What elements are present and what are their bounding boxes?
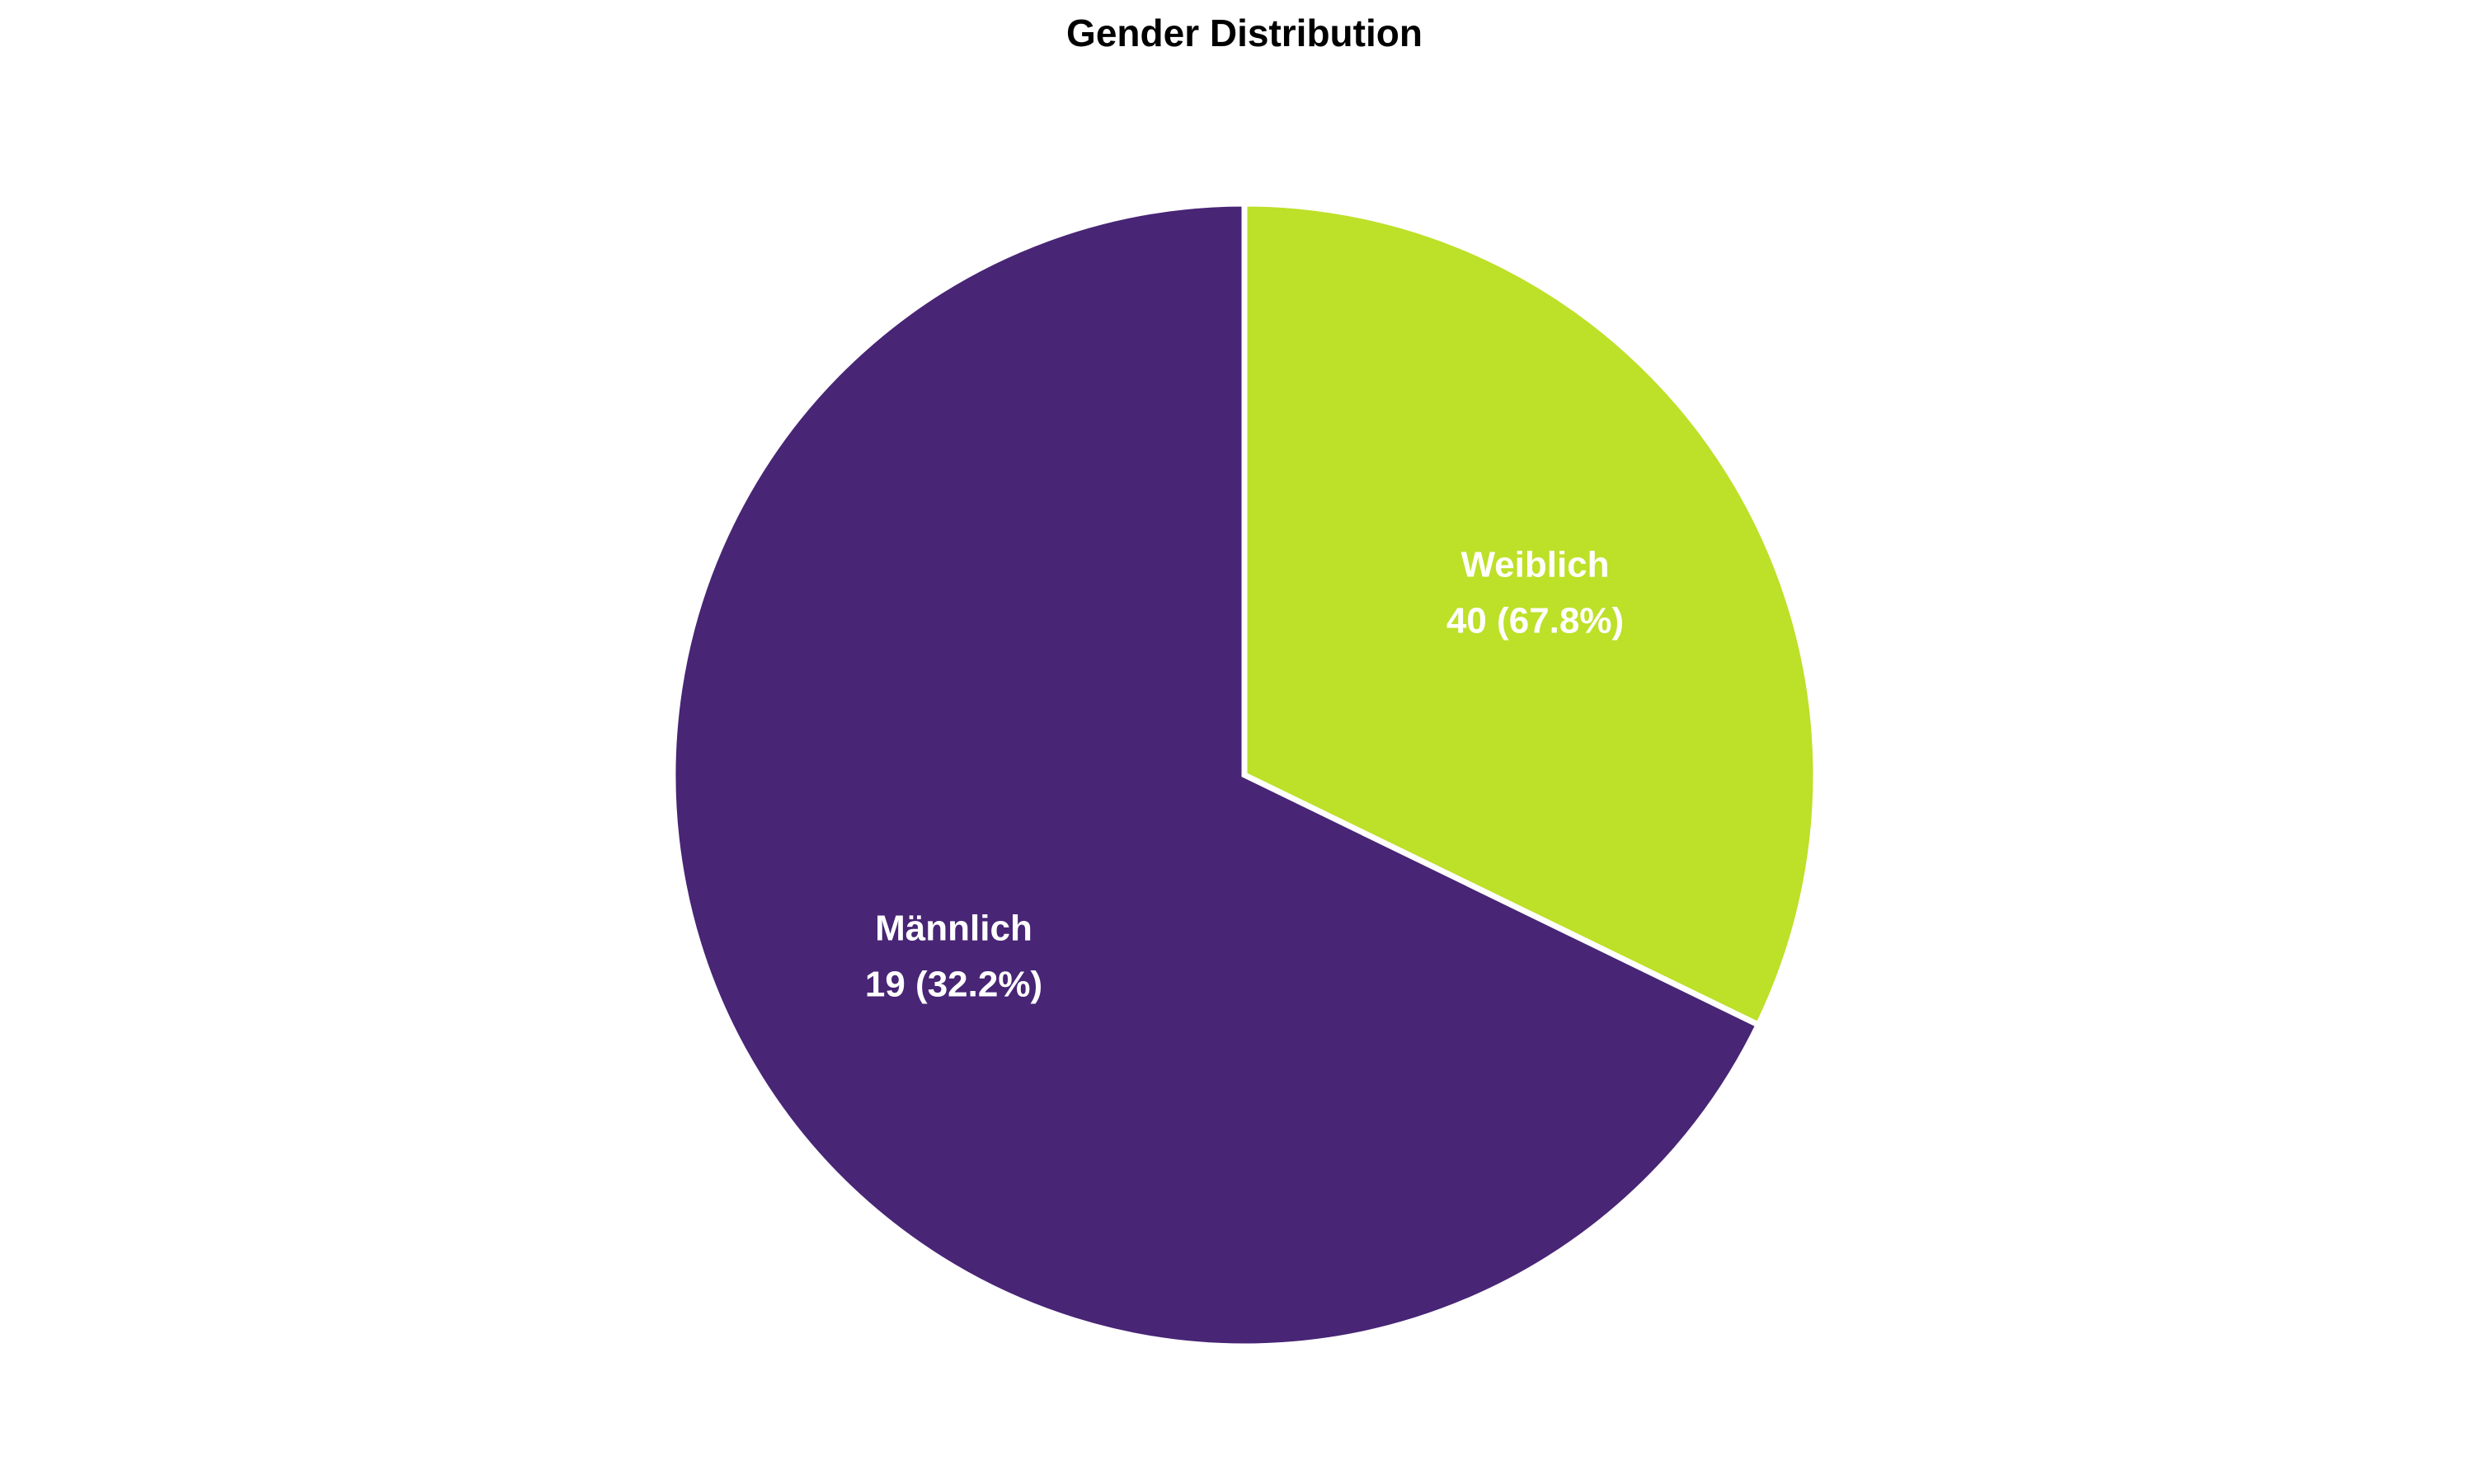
pie-slices [670, 200, 1819, 1350]
pie-slice-mannlich [1241, 200, 1819, 1029]
slice-value-label-mannlich: 19 (32.2%) [865, 965, 1042, 1005]
slice-value-label-weiblich: 40 (67.8%) [1446, 601, 1624, 641]
slice-label-mannlich: Männlich [875, 909, 1032, 949]
chart-title: Gender Distribution [1066, 12, 1423, 54]
pie-labels: Männlich 19 (32.2%) Weiblich 40 (67.8%) [865, 545, 1624, 1005]
pie-slice-weiblich [670, 200, 1762, 1350]
slice-label-weiblich: Weiblich [1460, 545, 1609, 585]
